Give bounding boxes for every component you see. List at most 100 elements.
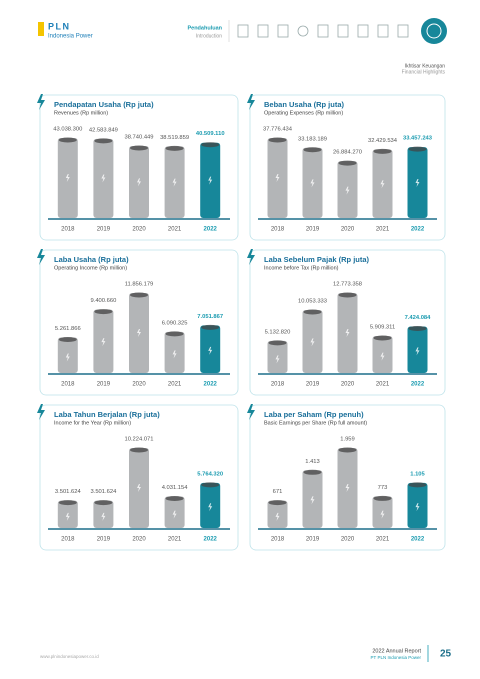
active-icon-glyph [426,23,442,39]
bar-bolt [310,338,315,347]
x-tick-label: 2021 [168,382,182,388]
value-label: 1.105 [410,471,425,477]
bar-bolt [310,179,315,188]
chart-title: Laba Usaha (Rp juta) [54,255,129,264]
section-title: Pendahuluan [187,25,222,31]
bar-cap [165,495,184,501]
bar-bolt [172,350,177,359]
footer-report: 2022 Annual Report [372,648,421,654]
bar-cap [130,292,148,298]
x-tick-label: 2020 [132,537,146,543]
value-label: 5.132.820 [265,329,291,335]
value-label: 1.959 [340,437,355,443]
value-label: 10.053.333 [298,299,327,305]
bar-cap [94,309,113,315]
active-icon [421,18,447,44]
chart-title: Laba Sebelum Pajak (Rp juta) [264,255,370,264]
value-label: 7.051.867 [197,314,223,320]
bar-bolt [275,174,280,182]
chart-subtitle: Operating Income (Rp million) [54,265,127,271]
bar-cap [338,292,357,298]
value-label: 26.884.270 [333,150,362,156]
logo-mark [38,22,44,36]
logo-text: PLN [48,21,71,31]
value-label: 12.773.358 [333,282,362,288]
x-tick-label: 2022 [411,227,425,233]
bar-bolt [345,329,350,337]
chart-title: Pendapatan Usaha (Rp juta) [54,100,154,109]
x-tick-label: 2020 [132,227,146,233]
bolt-icon [37,404,45,420]
x-tick-label: 2020 [132,382,146,388]
page-number: 25 [440,649,452,660]
value-label: 10.224.071 [124,437,153,443]
chart-subtitle: Revenues (Rp million) [54,110,108,116]
bar-bolt [345,484,350,492]
value-label: 3.501.624 [55,489,82,495]
footer-company: PT PLN Indonesia Power [371,655,422,660]
chart-subtitle: Operating Expenses (Rp million) [264,110,343,116]
bar-cap [338,447,357,453]
value-label: 5.261.866 [55,326,81,332]
chart-subtitle: Income before Tax (Rp million) [264,265,339,271]
bolt-icon [247,249,255,265]
bar-bolt [101,512,106,521]
x-tick-label: 2022 [411,382,425,388]
x-tick-label: 2018 [271,537,285,543]
bolt-icon [247,404,255,420]
x-tick-label: 2022 [204,537,218,543]
bar-cap [373,335,392,341]
value-label: 42.583.849 [89,127,118,133]
bar-cap [268,137,287,143]
bar-bolt [415,503,420,512]
x-tick-label: 2019 [306,227,320,233]
x-tick-label: 2019 [97,382,111,388]
value-label: 4.031.154 [162,485,189,491]
value-label: 6.090.325 [162,320,188,326]
page-subtitle: Financial Highlights [402,69,446,75]
bar-bolt [415,347,420,356]
bar-bolt [65,512,70,521]
bar-bolt [172,510,177,519]
x-tick-label: 2021 [168,537,182,543]
bar-cap [303,309,322,315]
bar-bolt [65,174,70,182]
bar-bolt [208,503,213,512]
x-tick-label: 2018 [271,382,285,388]
value-label: 11.856.179 [125,282,154,288]
bar-bolt [345,186,350,195]
panel [39,249,239,396]
bar-cap [165,145,184,151]
value-label: 1.413 [305,459,320,465]
bar-bolt [380,180,385,189]
bar-cap [408,146,427,152]
footer-url: www.plnindonesiapower.co.id [40,654,99,659]
value-label: 671 [273,489,283,495]
bar-cap [373,495,392,501]
x-tick-label: 2020 [341,382,355,388]
bar-bolt [137,484,141,492]
bar-bolt [275,355,280,364]
bar-cap [201,142,220,148]
x-tick-label: 2022 [204,382,218,388]
x-tick-label: 2022 [204,227,218,233]
bar-bolt [172,178,177,187]
panel [39,404,239,551]
value-label: 38.740.449 [124,135,153,141]
bar-cap [268,500,287,506]
bolt-icon [37,249,45,265]
panel [39,94,239,241]
nav-icons [237,24,409,38]
value-label: 5.764.320 [197,471,223,477]
x-tick-label: 2019 [97,227,111,233]
x-tick-label: 2019 [306,382,320,388]
bar-cap [201,482,220,488]
section-subtitle: Introduction [196,33,222,39]
value-label: 33.457.243 [403,136,433,142]
chart-title: Laba Tahun Berjalan (Rp juta) [54,410,160,419]
bar-cap [94,500,113,506]
bar-cap [338,160,357,166]
chart-title: Laba per Saham (Rp penuh) [264,410,364,419]
value-label: 37.776.434 [263,127,293,133]
